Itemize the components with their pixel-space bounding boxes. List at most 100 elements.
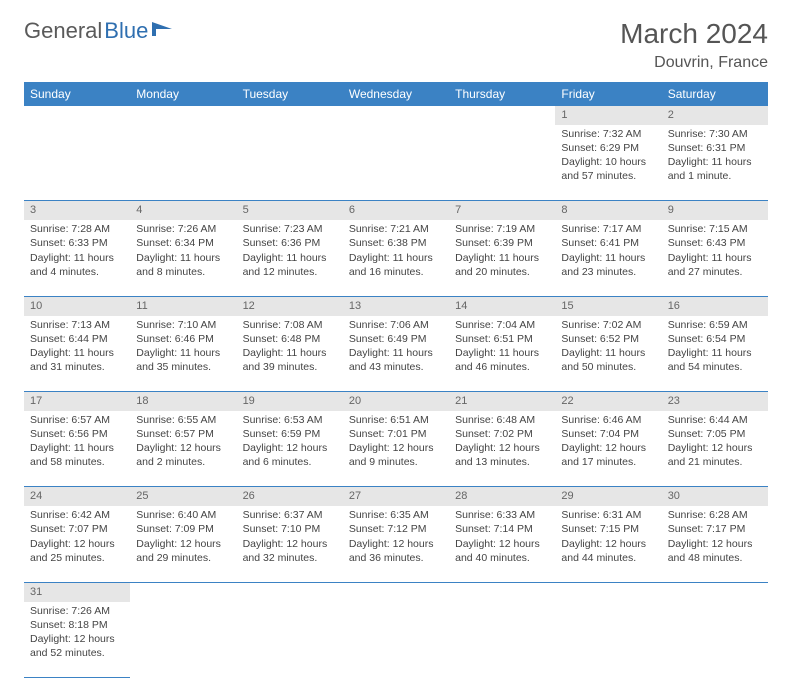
- daylight-text: Daylight: 11 hours and 46 minutes.: [455, 346, 549, 374]
- day-cell: [237, 602, 343, 678]
- header: GeneralBlue March 2024 Douvrin, France: [24, 18, 768, 72]
- day-number: 10: [24, 296, 130, 315]
- brand-logo: GeneralBlue: [24, 18, 174, 44]
- day-number: 1: [555, 106, 661, 125]
- day-cell: Sunrise: 6:51 AMSunset: 7:01 PMDaylight:…: [343, 411, 449, 487]
- sunrise-text: Sunrise: 6:55 AM: [136, 413, 230, 427]
- daylight-text: Daylight: 12 hours and 32 minutes.: [243, 537, 337, 565]
- day-cell: Sunrise: 7:28 AMSunset: 6:33 PMDaylight:…: [24, 220, 130, 296]
- sunrise-text: Sunrise: 6:44 AM: [668, 413, 762, 427]
- day-number: [343, 582, 449, 601]
- daylight-text: Daylight: 11 hours and 23 minutes.: [561, 251, 655, 279]
- day-cell: Sunrise: 7:26 AMSunset: 6:34 PMDaylight:…: [130, 220, 236, 296]
- daylight-text: Daylight: 12 hours and 17 minutes.: [561, 441, 655, 469]
- sunrise-text: Sunrise: 7:28 AM: [30, 222, 124, 236]
- sunset-text: Sunset: 7:02 PM: [455, 427, 549, 441]
- day-number: 13: [343, 296, 449, 315]
- location-label: Douvrin, France: [620, 54, 768, 72]
- day-number: [237, 106, 343, 125]
- day-cell: Sunrise: 7:13 AMSunset: 6:44 PMDaylight:…: [24, 316, 130, 392]
- sunset-text: Sunset: 6:51 PM: [455, 332, 549, 346]
- day-number: 4: [130, 201, 236, 220]
- sunset-text: Sunset: 6:33 PM: [30, 236, 124, 250]
- daylight-text: Daylight: 11 hours and 16 minutes.: [349, 251, 443, 279]
- sunset-text: Sunset: 6:54 PM: [668, 332, 762, 346]
- day-cell: Sunrise: 6:48 AMSunset: 7:02 PMDaylight:…: [449, 411, 555, 487]
- daylight-text: Daylight: 11 hours and 58 minutes.: [30, 441, 124, 469]
- day-cell: [24, 125, 130, 201]
- detail-row: Sunrise: 6:57 AMSunset: 6:56 PMDaylight:…: [24, 411, 768, 487]
- sunrise-text: Sunrise: 7:30 AM: [668, 127, 762, 141]
- daynum-row: 12: [24, 106, 768, 125]
- flag-icon: [152, 22, 174, 38]
- sunset-text: Sunset: 7:05 PM: [668, 427, 762, 441]
- sunrise-text: Sunrise: 6:59 AM: [668, 318, 762, 332]
- sunrise-text: Sunrise: 6:48 AM: [455, 413, 549, 427]
- daylight-text: Daylight: 11 hours and 12 minutes.: [243, 251, 337, 279]
- day-cell: Sunrise: 7:30 AMSunset: 6:31 PMDaylight:…: [662, 125, 768, 201]
- day-number: 14: [449, 296, 555, 315]
- sunrise-text: Sunrise: 7:06 AM: [349, 318, 443, 332]
- sunset-text: Sunset: 6:36 PM: [243, 236, 337, 250]
- sunset-text: Sunset: 6:46 PM: [136, 332, 230, 346]
- sunrise-text: Sunrise: 7:21 AM: [349, 222, 443, 236]
- day-cell: [662, 602, 768, 678]
- day-cell: Sunrise: 6:37 AMSunset: 7:10 PMDaylight:…: [237, 506, 343, 582]
- day-cell: Sunrise: 6:33 AMSunset: 7:14 PMDaylight:…: [449, 506, 555, 582]
- sunset-text: Sunset: 6:56 PM: [30, 427, 124, 441]
- day-number: [24, 106, 130, 125]
- sunrise-text: Sunrise: 7:19 AM: [455, 222, 549, 236]
- day-number: 27: [343, 487, 449, 506]
- sunrise-text: Sunrise: 7:32 AM: [561, 127, 655, 141]
- daynum-row: 10111213141516: [24, 296, 768, 315]
- sunrise-text: Sunrise: 7:26 AM: [30, 604, 124, 618]
- day-number: [662, 582, 768, 601]
- sunset-text: Sunset: 6:48 PM: [243, 332, 337, 346]
- sunrise-text: Sunrise: 6:35 AM: [349, 508, 443, 522]
- weekday-header-row: Sunday Monday Tuesday Wednesday Thursday…: [24, 82, 768, 106]
- sunset-text: Sunset: 7:01 PM: [349, 427, 443, 441]
- day-cell: Sunrise: 7:23 AMSunset: 6:36 PMDaylight:…: [237, 220, 343, 296]
- daylight-text: Daylight: 12 hours and 29 minutes.: [136, 537, 230, 565]
- brand-part2: Blue: [104, 18, 148, 44]
- day-cell: Sunrise: 6:28 AMSunset: 7:17 PMDaylight:…: [662, 506, 768, 582]
- day-cell: Sunrise: 6:31 AMSunset: 7:15 PMDaylight:…: [555, 506, 661, 582]
- day-number: [343, 106, 449, 125]
- day-number: 6: [343, 201, 449, 220]
- day-number: [237, 582, 343, 601]
- weekday-header: Thursday: [449, 82, 555, 106]
- day-cell: Sunrise: 6:44 AMSunset: 7:05 PMDaylight:…: [662, 411, 768, 487]
- day-number: 24: [24, 487, 130, 506]
- detail-row: Sunrise: 7:26 AMSunset: 8:18 PMDaylight:…: [24, 602, 768, 678]
- day-cell: Sunrise: 6:40 AMSunset: 7:09 PMDaylight:…: [130, 506, 236, 582]
- day-number: 28: [449, 487, 555, 506]
- day-number: 17: [24, 392, 130, 411]
- day-number: 31: [24, 582, 130, 601]
- day-number: 7: [449, 201, 555, 220]
- sunset-text: Sunset: 6:34 PM: [136, 236, 230, 250]
- day-number: 22: [555, 392, 661, 411]
- day-cell: Sunrise: 7:21 AMSunset: 6:38 PMDaylight:…: [343, 220, 449, 296]
- daynum-row: 24252627282930: [24, 487, 768, 506]
- day-number: 15: [555, 296, 661, 315]
- daynum-row: 17181920212223: [24, 392, 768, 411]
- daylight-text: Daylight: 11 hours and 8 minutes.: [136, 251, 230, 279]
- sunset-text: Sunset: 6:43 PM: [668, 236, 762, 250]
- day-number: 3: [24, 201, 130, 220]
- sunset-text: Sunset: 6:41 PM: [561, 236, 655, 250]
- daylight-text: Daylight: 12 hours and 40 minutes.: [455, 537, 549, 565]
- day-cell: [343, 602, 449, 678]
- daylight-text: Daylight: 11 hours and 43 minutes.: [349, 346, 443, 374]
- detail-row: Sunrise: 7:13 AMSunset: 6:44 PMDaylight:…: [24, 316, 768, 392]
- weekday-header: Sunday: [24, 82, 130, 106]
- daylight-text: Daylight: 12 hours and 6 minutes.: [243, 441, 337, 469]
- daynum-row: 31: [24, 582, 768, 601]
- sunset-text: Sunset: 7:04 PM: [561, 427, 655, 441]
- sunset-text: Sunset: 6:52 PM: [561, 332, 655, 346]
- sunrise-text: Sunrise: 7:17 AM: [561, 222, 655, 236]
- day-cell: Sunrise: 6:59 AMSunset: 6:54 PMDaylight:…: [662, 316, 768, 392]
- sunrise-text: Sunrise: 7:02 AM: [561, 318, 655, 332]
- sunset-text: Sunset: 6:38 PM: [349, 236, 443, 250]
- daylight-text: Daylight: 11 hours and 54 minutes.: [668, 346, 762, 374]
- day-number: 23: [662, 392, 768, 411]
